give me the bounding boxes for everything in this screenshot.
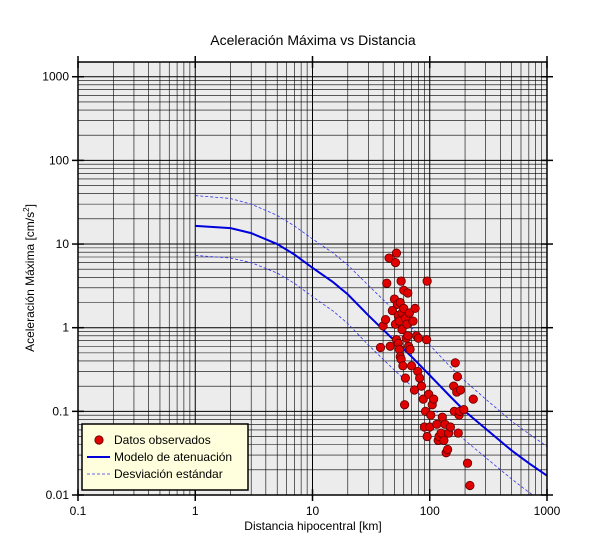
y-axis-label-end: ] [23,204,37,207]
y-axis-label-main: Aceleración Máxima [cm/s [23,212,37,352]
data-point [421,335,432,345]
points-layer [375,248,478,491]
data-point [426,410,436,420]
data-point [382,278,392,288]
data-point [390,257,401,268]
data-point [385,341,395,351]
x-tick-label: 10 [306,504,320,518]
stddev-upper-line [195,195,547,447]
data-point [409,385,420,395]
data-point [453,428,463,438]
legend-label-model: Modelo de atenuación [114,450,232,464]
data-point [450,358,460,368]
chart-title: Aceleración Máxima vs Distancia [210,32,416,48]
y-tick-label: 0.01 [46,488,70,502]
data-point [399,400,410,410]
y-tick-label: 1 [62,321,69,335]
data-point [413,333,423,343]
data-point [468,394,478,404]
x-tick-label: 1000 [534,504,561,518]
data-point [398,361,408,371]
data-point [403,331,413,341]
data-point [396,276,406,286]
data-point [459,404,469,415]
grid [72,56,553,501]
legend-label-stddev: Desviación estándar [114,467,223,481]
y-tick-labels: 0.01 0.1 1 10 100 1000 [42,70,69,502]
legend-marker-points [94,435,104,445]
data-point [375,342,386,353]
plot-frame [77,61,548,496]
y-tick-label: 1000 [42,70,69,84]
data-point [416,381,427,391]
y-tick-label: 100 [49,153,69,167]
data-point [406,361,417,371]
data-point [400,373,411,383]
x-axis-label: Distancia hipocentral [km] [244,519,381,533]
x-tick-label: 1 [192,504,199,518]
x-tick-label: 0.1 [70,504,87,518]
data-point [429,394,439,404]
data-point [408,316,418,326]
data-point [380,314,391,325]
legend: Datos observados Modelo de atenuación De… [81,423,249,491]
data-point [415,373,425,383]
y-tick-label: 0.1 [52,404,69,418]
data-point [439,435,449,445]
data-point [387,306,397,316]
data-point [455,385,466,395]
data-point [410,303,420,314]
data-point [403,288,413,298]
data-point [445,422,455,432]
y-tick-label: 10 [56,237,70,251]
x-tick-label: 100 [420,504,440,518]
data-point [452,372,462,382]
data-point [443,444,453,455]
y-axis-label: Aceleración Máxima [cm/s2] [22,204,37,352]
legend-label-points: Datos observados [114,433,211,447]
data-point [432,419,442,429]
x-tick-labels: 0.1 1 10 100 1000 [70,504,561,518]
data-point [405,344,415,355]
data-point [422,276,432,286]
data-point [384,253,394,263]
data-point [391,248,402,258]
data-point [462,458,473,468]
data-point [465,480,475,491]
data-point [422,431,432,442]
y-axis-label-superscript: 2 [22,207,31,212]
